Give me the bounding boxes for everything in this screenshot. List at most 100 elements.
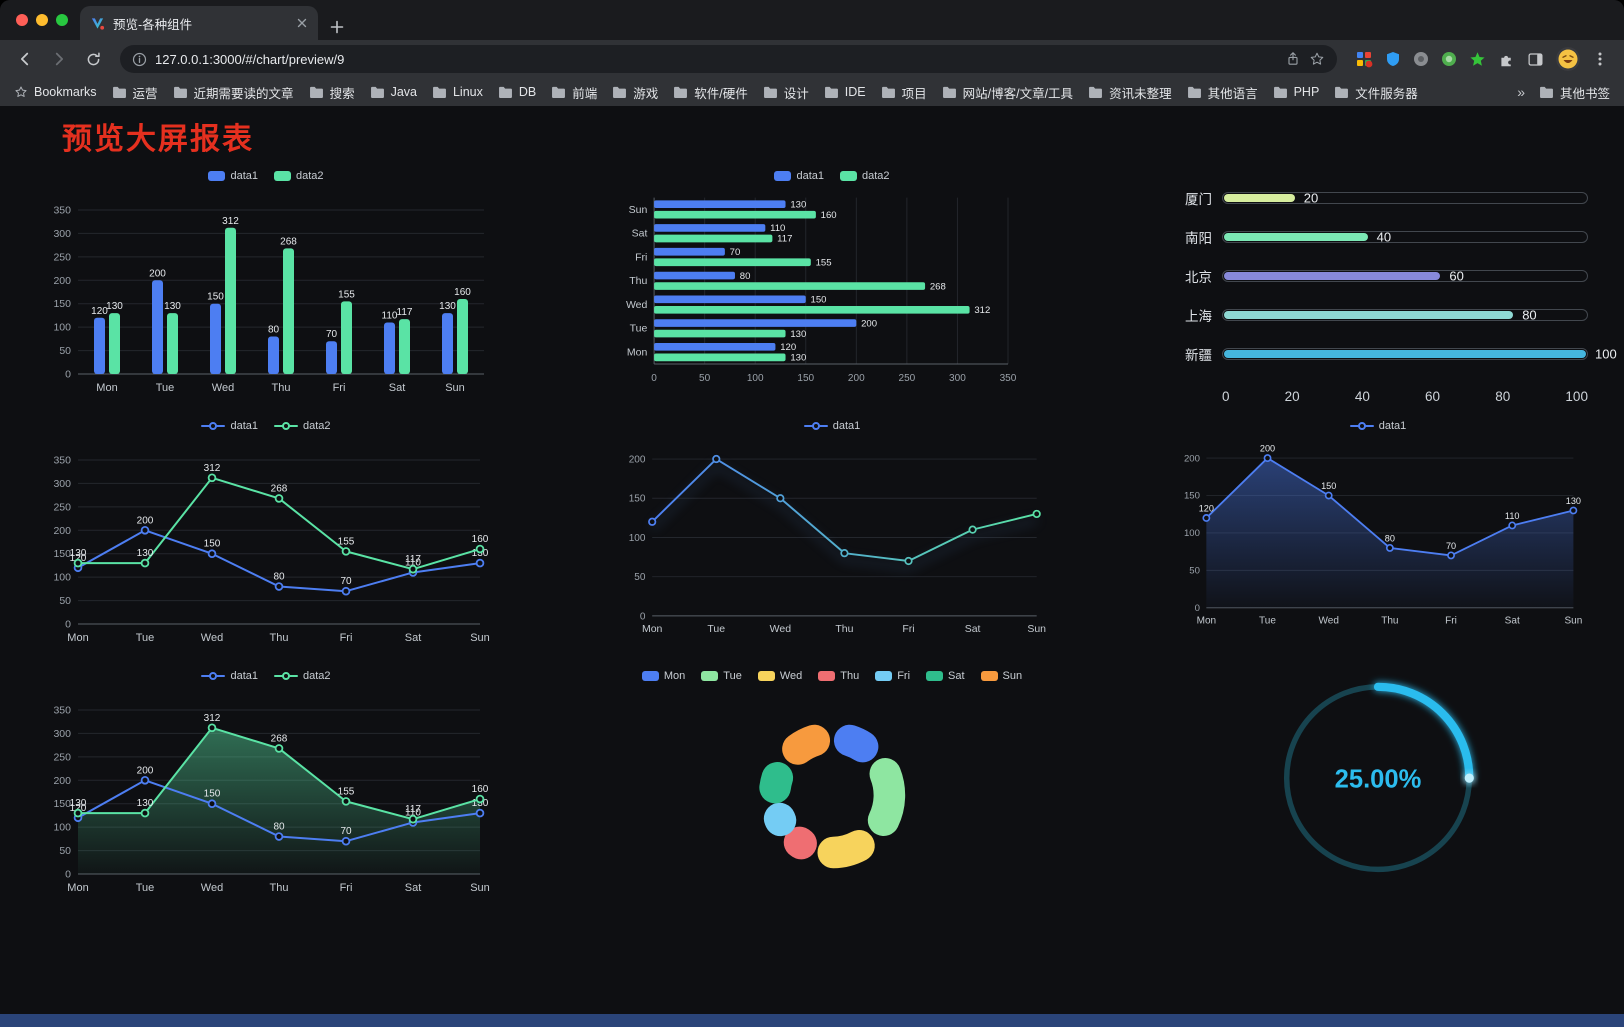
new-tab-button[interactable] <box>330 20 344 34</box>
bookmark-folder[interactable]: 资讯未整理 <box>1088 83 1172 102</box>
legend-item[interactable]: Wed <box>757 670 802 682</box>
bookmark-folder[interactable]: 网站/博客/文章/工具 <box>942 83 1073 102</box>
legend-item[interactable]: Thu <box>818 670 859 682</box>
bookmark-folder[interactable]: 软件/硬件 <box>673 83 748 102</box>
folder-icon <box>763 86 777 98</box>
profile-avatar[interactable] <box>1556 47 1580 71</box>
legend-label: data2 <box>296 170 324 182</box>
bookmark-folder[interactable]: IDE <box>824 85 866 99</box>
legend-swatch <box>274 672 298 681</box>
minimize-window-button[interactable] <box>36 14 48 26</box>
legend-item[interactable]: Mon <box>641 670 685 682</box>
legend-item[interactable]: data2 <box>274 170 324 182</box>
bookmark-folder[interactable]: 搜索 <box>309 83 355 102</box>
folder-icon <box>942 86 956 98</box>
legend-item[interactable]: data1 <box>208 170 258 182</box>
legend-item[interactable]: data2 <box>274 420 331 432</box>
extension-green-circle-icon[interactable] <box>1441 51 1457 67</box>
legend-swatch <box>803 422 828 431</box>
svg-text:Mon: Mon <box>642 623 663 635</box>
bookmark-folder[interactable]: 运营 <box>112 83 158 102</box>
extension-grid-icon[interactable] <box>1355 50 1373 68</box>
legend-item[interactable]: Sun <box>980 670 1022 682</box>
bookmark-label: PHP <box>1293 85 1320 99</box>
extension-gray-circle-icon[interactable] <box>1413 51 1429 67</box>
bookmark-folder[interactable]: 近期需要读的文章 <box>173 83 294 102</box>
legend-item[interactable]: data1 <box>803 420 860 432</box>
site-info-icon[interactable] <box>132 52 147 67</box>
reload-icon[interactable] <box>78 44 108 74</box>
close-window-button[interactable] <box>16 14 28 26</box>
puzzle-icon[interactable] <box>1498 51 1515 68</box>
progress-row: 新疆 100 <box>1168 334 1617 373</box>
bookmark-folder[interactable]: Linux <box>432 85 483 99</box>
grouped-bar-canvas: 0 50 100 150 200 250 300 350 Mon Tue Wed Thu Fri Sat S… <box>53 205 484 394</box>
menu-icon[interactable] <box>1592 51 1608 67</box>
svg-text:130: 130 <box>137 798 154 809</box>
svg-text:130: 130 <box>790 353 806 364</box>
legend-item[interactable]: Sat <box>926 670 965 682</box>
svg-text:155: 155 <box>338 289 355 300</box>
legend-item[interactable]: Fri <box>875 670 910 682</box>
legend-item[interactable]: Tue <box>701 670 742 682</box>
legend-label: data2 <box>862 170 890 182</box>
url-text[interactable]: 127.0.0.1:3000/#/chart/preview/9 <box>155 51 345 67</box>
bookmark-label: 其他语言 <box>1207 86 1258 101</box>
legend-item[interactable]: data1 <box>201 670 258 682</box>
fullscreen-window-button[interactable] <box>56 14 68 26</box>
share-icon[interactable] <box>1285 51 1301 67</box>
browser-tab[interactable]: 预览-各种组件 <box>80 6 318 40</box>
svg-text:300: 300 <box>53 228 71 240</box>
browser-toolbar: 127.0.0.1:3000/#/chart/preview/9 <box>0 40 1624 78</box>
svg-text:150: 150 <box>811 295 827 306</box>
svg-text:150: 150 <box>204 539 221 550</box>
bookmarks-root[interactable]: Bookmarks <box>14 85 97 99</box>
legend-item[interactable]: data1 <box>1349 420 1406 432</box>
svg-text:Tue: Tue <box>156 382 175 394</box>
progress-fill <box>1224 349 1586 358</box>
bookmark-folder[interactable]: 文件服务器 <box>1334 83 1418 102</box>
folder-icon <box>552 86 566 98</box>
bookmark-folder[interactable]: Java <box>370 85 417 99</box>
svg-text:160: 160 <box>821 210 837 221</box>
svg-text:200: 200 <box>1260 444 1275 454</box>
svg-text:0: 0 <box>65 619 71 631</box>
tab-close-icon[interactable] <box>296 17 308 29</box>
legend-item[interactable]: data1 <box>201 420 258 432</box>
bookmark-folder[interactable]: 项目 <box>881 83 927 102</box>
address-bar[interactable]: 127.0.0.1:3000/#/chart/preview/9 <box>120 45 1337 73</box>
svg-text:350: 350 <box>53 705 71 717</box>
legend-item[interactable]: data2 <box>840 170 890 182</box>
legend-swatch <box>201 672 226 681</box>
legend-item[interactable]: data2 <box>274 670 331 682</box>
bookmarks-overflow-chevron[interactable]: » <box>1517 84 1525 100</box>
extension-green-star-icon[interactable] <box>1469 51 1486 68</box>
bookmark-label: 运营 <box>132 86 158 101</box>
legend-item[interactable]: data1 <box>774 170 824 182</box>
side-panel-icon[interactable] <box>1527 51 1544 68</box>
bookmark-folder[interactable]: 其他语言 <box>1187 83 1258 102</box>
bookmark-folder[interactable]: PHP <box>1273 85 1320 99</box>
progress-track: 20 <box>1222 190 1588 205</box>
bookmark-folder[interactable]: 设计 <box>763 83 809 102</box>
svg-text:Fri: Fri <box>902 623 914 635</box>
extension-shield-icon[interactable] <box>1385 51 1401 67</box>
svg-text:117: 117 <box>397 307 413 318</box>
progress-track: 100 <box>1222 346 1617 361</box>
back-icon[interactable] <box>10 44 40 74</box>
forward-icon[interactable] <box>44 44 74 74</box>
progress-fill <box>1224 310 1514 319</box>
svg-text:Sat: Sat <box>965 623 981 635</box>
legend-swatch <box>774 171 792 181</box>
progress-axis-tick: 40 <box>1354 389 1370 404</box>
progress-value: 20 <box>1303 190 1319 205</box>
dual-line-canvas: 0 50 100 150 200 250 300 350 Mon Tue Wed Thu Fri Sat S… <box>53 455 489 645</box>
bookmark-folder[interactable]: 游戏 <box>612 83 658 102</box>
svg-text:300: 300 <box>53 478 71 490</box>
bookmark-star-icon[interactable] <box>1309 51 1325 67</box>
bookmark-folder[interactable]: 前端 <box>551 83 597 102</box>
other-bookmarks[interactable]: 其他书签 <box>1539 83 1610 102</box>
folder-icon <box>309 86 323 98</box>
bookmark-folder[interactable]: DB <box>498 85 536 99</box>
